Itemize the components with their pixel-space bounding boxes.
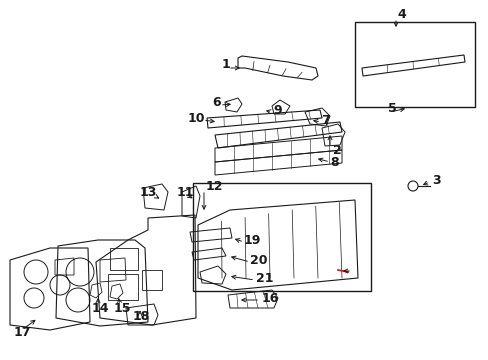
Text: 4: 4 (396, 9, 405, 22)
Bar (354, 22, 474, 107)
Text: 7: 7 (320, 113, 329, 126)
Text: 2: 2 (332, 144, 341, 157)
Text: 20: 20 (249, 253, 267, 266)
Text: 18: 18 (133, 310, 150, 324)
Text: 11: 11 (177, 185, 194, 198)
Text: 10: 10 (187, 112, 205, 125)
Text: 15: 15 (114, 302, 131, 315)
Text: 3: 3 (431, 174, 440, 186)
Bar (193, 183, 370, 291)
Text: 21: 21 (256, 271, 273, 284)
Text: 17: 17 (14, 325, 31, 338)
Text: 1: 1 (222, 58, 230, 72)
Text: 16: 16 (262, 292, 279, 305)
Text: 9: 9 (272, 104, 281, 117)
Text: 14: 14 (92, 302, 109, 315)
Text: 5: 5 (387, 102, 396, 114)
Text: 6: 6 (212, 96, 220, 109)
Text: 8: 8 (329, 156, 338, 168)
Text: 19: 19 (244, 234, 261, 247)
Text: 13: 13 (140, 186, 157, 199)
Text: 12: 12 (205, 180, 223, 193)
